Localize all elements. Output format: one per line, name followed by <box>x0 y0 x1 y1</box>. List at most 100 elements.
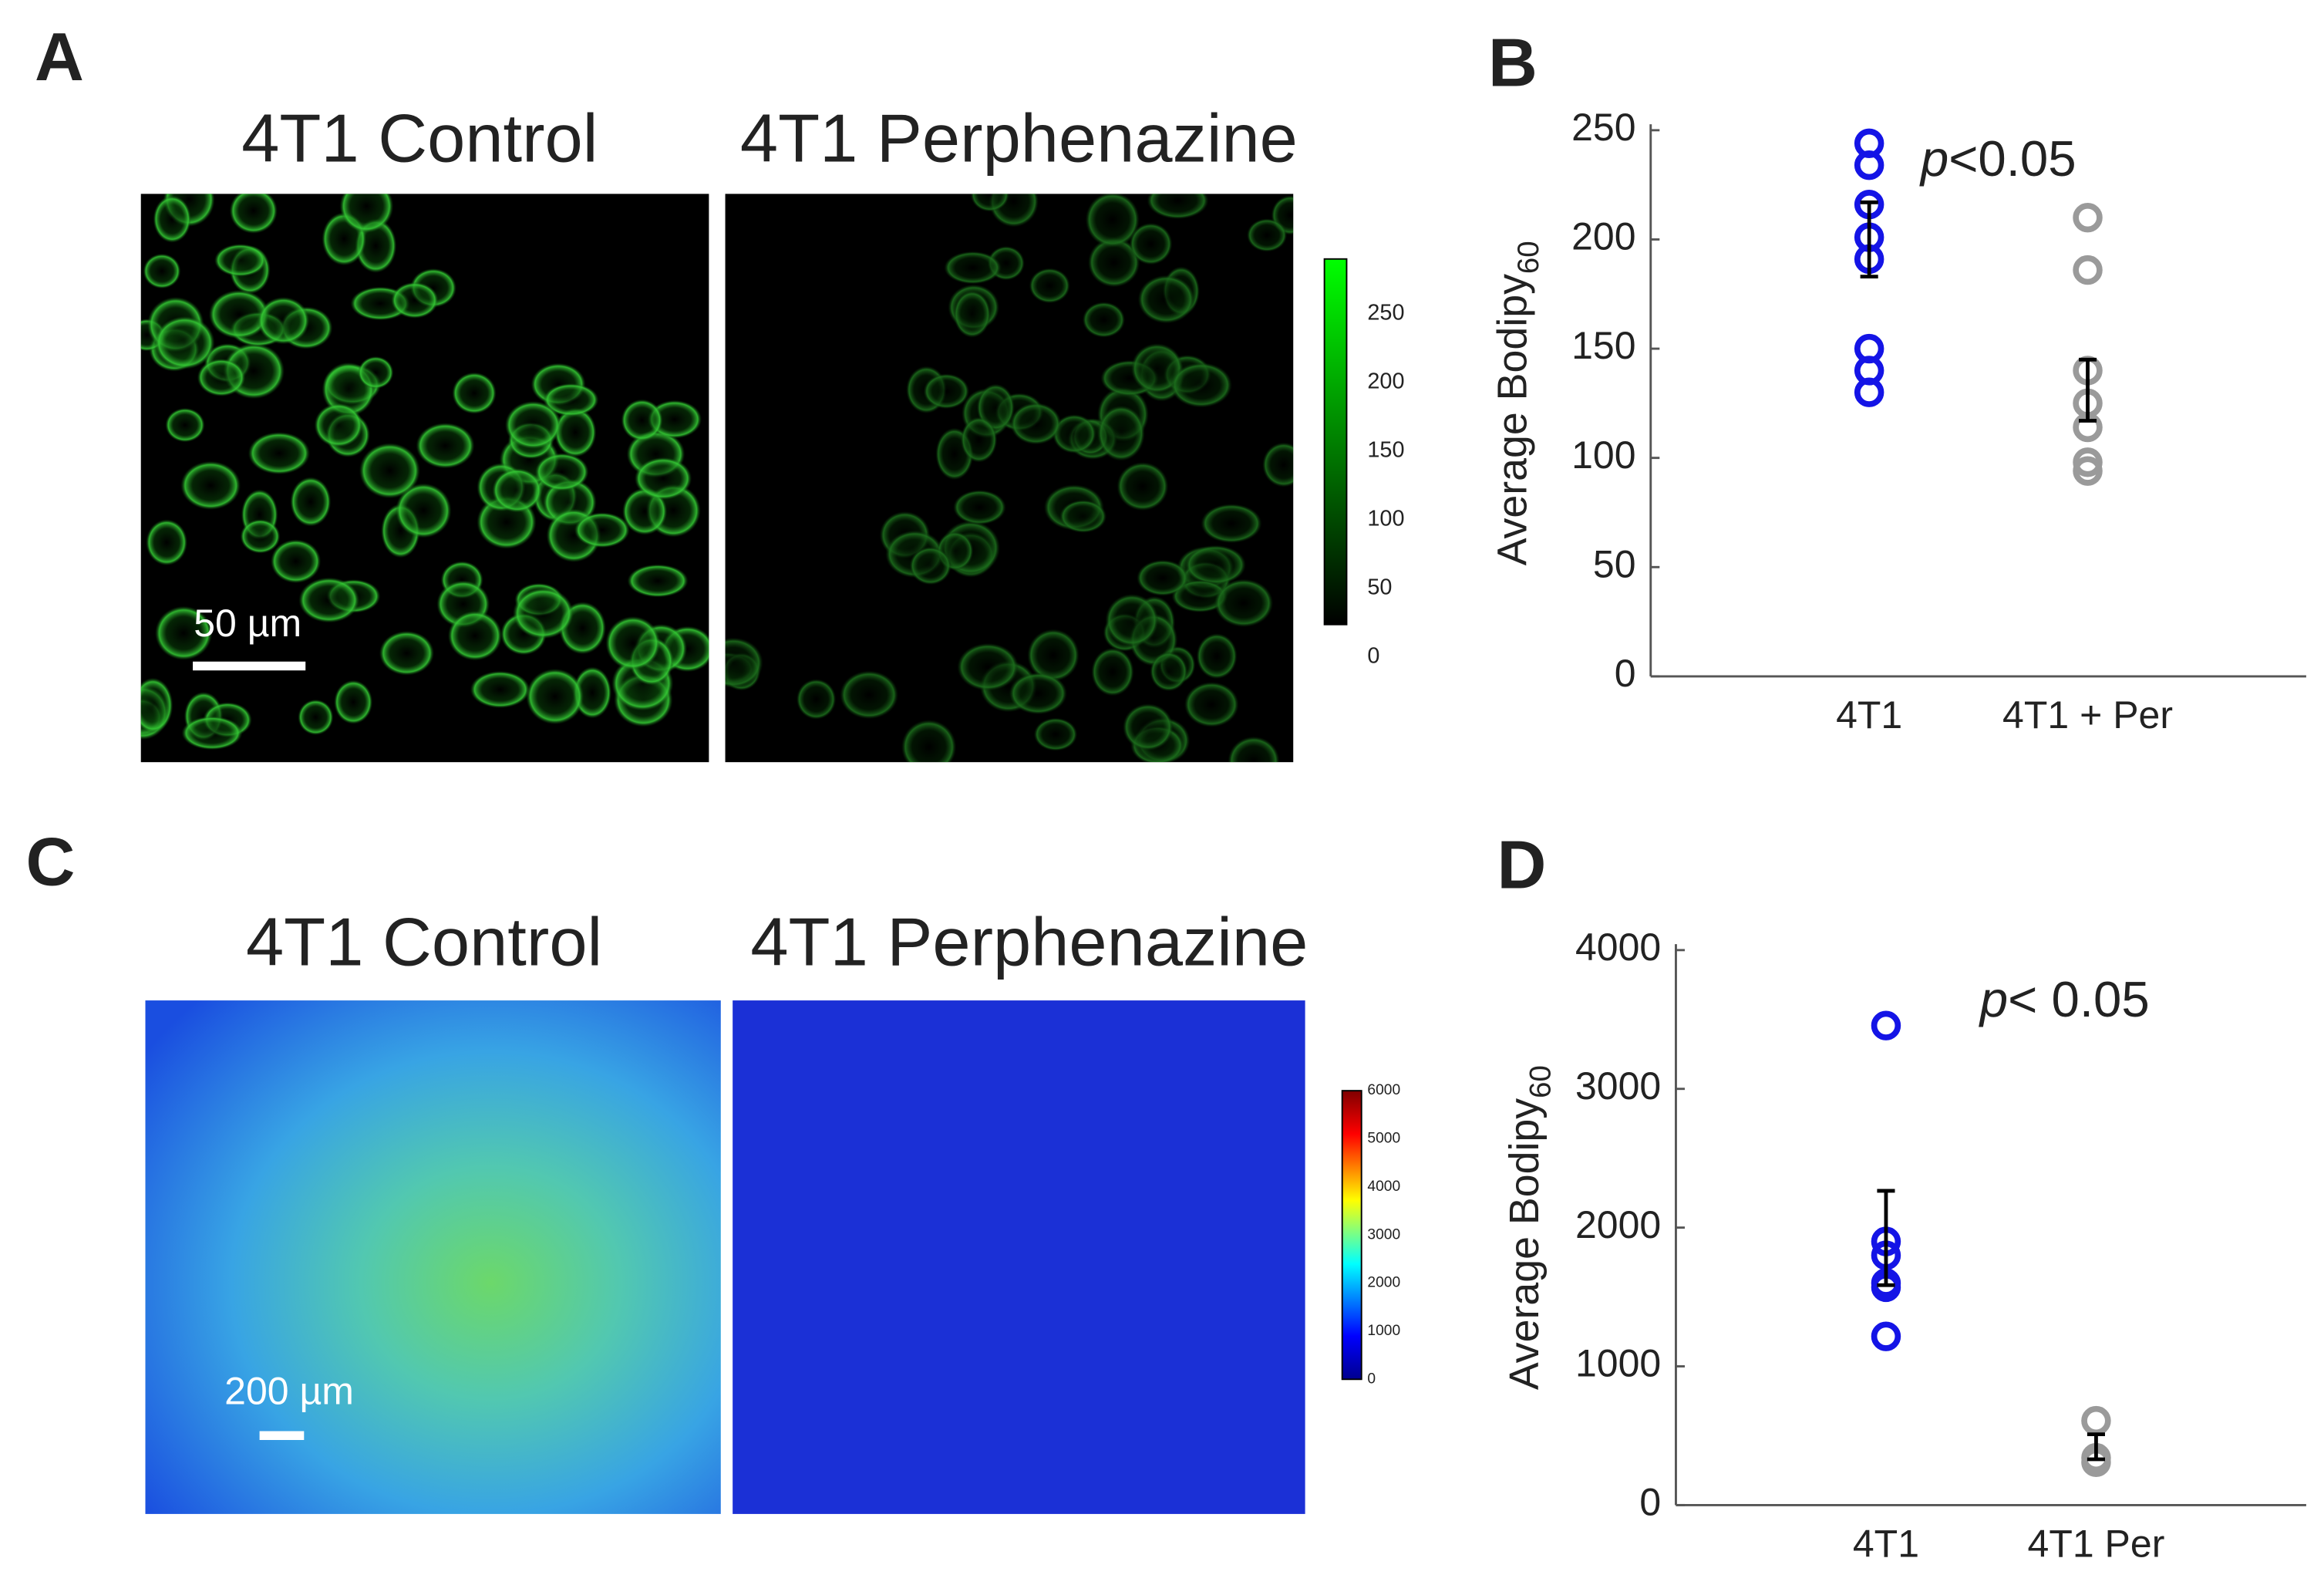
data-point <box>2073 255 2103 285</box>
cell <box>470 670 530 709</box>
micrograph <box>733 1000 1305 1514</box>
colorbar <box>1341 1090 1362 1381</box>
annotation: p<0.05 <box>1919 130 2076 187</box>
data-point <box>2073 456 2103 486</box>
y-tick-label: 2000 <box>1575 1203 1661 1246</box>
cell <box>1196 632 1238 680</box>
annotation-italic: p <box>1979 971 2008 1027</box>
cell <box>960 416 998 463</box>
cell <box>605 615 661 670</box>
cell <box>257 296 310 345</box>
cell <box>154 315 215 369</box>
cell <box>208 289 270 339</box>
cell <box>901 719 957 763</box>
cell <box>1010 402 1062 445</box>
error-bar <box>1860 200 1878 279</box>
annotation-text: <0.05 <box>1948 130 2076 187</box>
cell <box>573 666 612 719</box>
data-point <box>1871 1010 1901 1040</box>
colorbar-tick-label: 6000 <box>1367 1082 1400 1098</box>
cell <box>1228 736 1280 763</box>
cell <box>526 668 584 725</box>
cell <box>970 194 1009 212</box>
cell <box>1122 703 1174 751</box>
colorbar-tick-label: 200 <box>1367 369 1404 393</box>
cell <box>1184 545 1247 585</box>
annotation-italic: p <box>1919 130 1948 187</box>
colorbar-tick-label: 4000 <box>1367 1179 1400 1195</box>
cell <box>180 460 241 511</box>
cell <box>1261 442 1294 487</box>
colorbar-tick-label: 100 <box>1367 507 1404 531</box>
annotation: p< 0.05 <box>1979 971 2150 1027</box>
cell <box>1096 405 1146 461</box>
micrograph <box>145 1000 721 1514</box>
cell <box>298 577 360 623</box>
panel-label: C <box>25 824 75 900</box>
cell <box>1136 559 1189 596</box>
x-tick-label: 4T1 + Per <box>2002 693 2173 737</box>
y-tick-label: 1000 <box>1575 1342 1661 1385</box>
colorbar-tick-label: 2000 <box>1367 1275 1400 1291</box>
cell <box>512 587 574 639</box>
cell <box>574 512 630 548</box>
cell <box>1087 237 1140 288</box>
cell <box>248 432 311 475</box>
cell <box>181 716 243 750</box>
error-bar <box>2087 1432 2105 1462</box>
y-tick-label: 50 <box>1593 542 1636 585</box>
data-point <box>1871 1321 1901 1351</box>
panel-label: B <box>1488 25 1538 101</box>
scale-bar-label: 50 µm <box>194 602 301 645</box>
y-axis-label: Average Bodipy60 <box>1490 241 1545 565</box>
cell <box>1130 342 1184 394</box>
cell <box>1147 194 1209 220</box>
cell <box>725 637 763 689</box>
colorbar-tick-label: 1000 <box>1367 1323 1400 1339</box>
y-tick-label: 3000 <box>1575 1064 1661 1108</box>
cell <box>621 487 668 535</box>
data-point <box>2081 1405 2111 1436</box>
annotation-text: < 0.05 <box>2008 971 2150 1027</box>
cell <box>1105 593 1159 647</box>
colorbar <box>1323 258 1348 626</box>
cell <box>214 244 267 277</box>
colorbar-tick-label: 50 <box>1367 575 1392 600</box>
cell <box>395 483 452 538</box>
cell <box>1201 504 1262 544</box>
cell <box>140 677 173 733</box>
cell <box>416 423 475 469</box>
y-tick-label: 100 <box>1571 433 1635 477</box>
cells <box>140 194 709 750</box>
panel-label: A <box>35 19 84 95</box>
cell <box>1059 500 1107 533</box>
image-title: 4T1 Perphenazine <box>750 903 1308 980</box>
x-tick-label: 4T1 <box>1836 693 1902 737</box>
error-bar <box>2079 357 2097 423</box>
cell <box>146 519 188 566</box>
cell <box>334 680 373 724</box>
cell <box>1027 629 1079 682</box>
x-tick-label: 4T1 <box>1853 1522 1919 1565</box>
cell <box>240 519 281 554</box>
cell <box>153 195 191 243</box>
cell <box>229 194 278 234</box>
cell <box>923 373 970 410</box>
colorbar-tick-label: 0 <box>1367 1371 1376 1387</box>
y-tick-label: 0 <box>1615 652 1636 695</box>
cell <box>492 467 543 513</box>
cell <box>143 253 181 289</box>
cell <box>1052 413 1096 454</box>
cell <box>1129 222 1173 265</box>
cell <box>339 194 394 234</box>
cell <box>197 358 246 397</box>
cell <box>165 407 205 443</box>
cell <box>1091 647 1134 696</box>
cell <box>796 679 837 720</box>
colorbar-tick-label: 250 <box>1367 300 1404 325</box>
cell <box>154 605 213 660</box>
scale-bar-label: 200 µm <box>224 1370 354 1413</box>
cell <box>379 630 435 676</box>
cell <box>554 407 597 457</box>
